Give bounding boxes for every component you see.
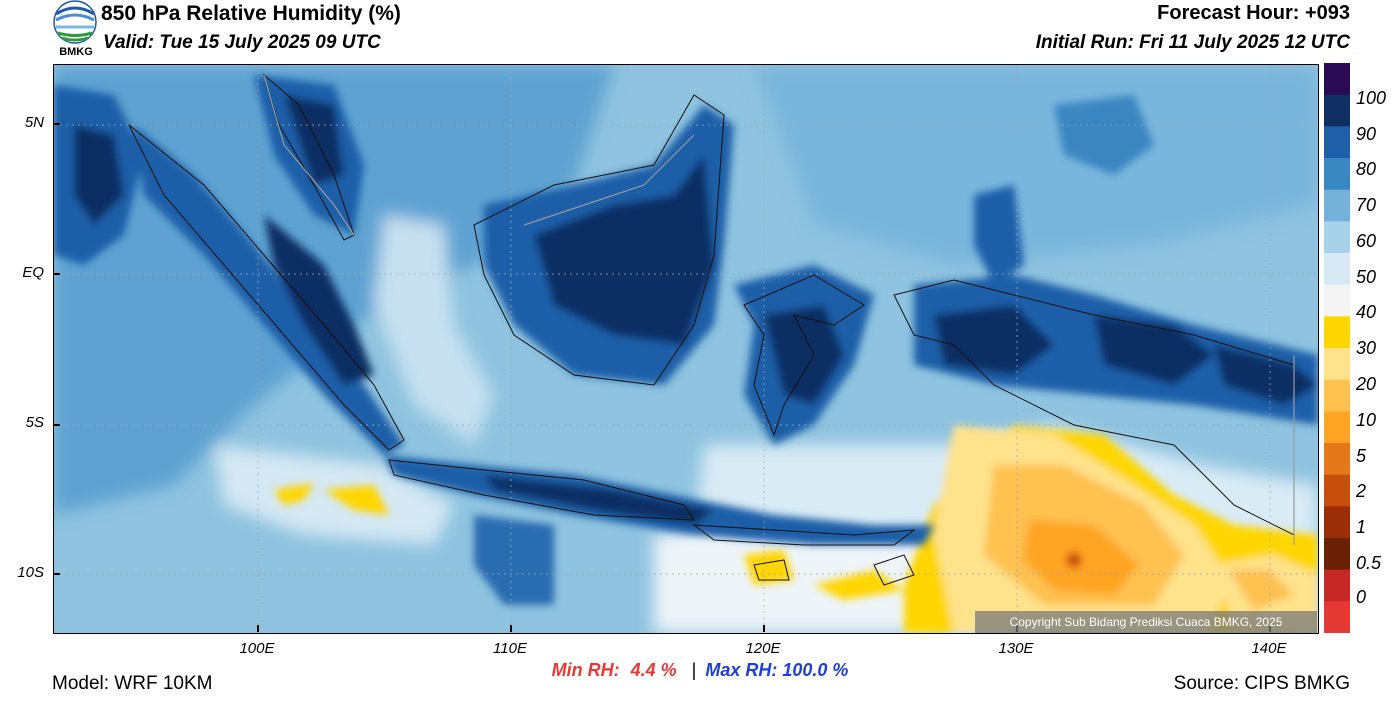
lon-tick-label: 110E bbox=[493, 640, 527, 657]
colorbar-label: 70 bbox=[1356, 195, 1377, 215]
min-rh-value: 4.4 % bbox=[630, 660, 677, 680]
colorbar-label: 0 bbox=[1356, 587, 1367, 607]
colorbar-segment bbox=[1324, 601, 1350, 634]
lat-tick-mark bbox=[53, 573, 60, 575]
colorbar-segment bbox=[1324, 348, 1350, 381]
colorbar-label: 60 bbox=[1356, 231, 1377, 251]
lon-tick-label: 140E bbox=[1251, 640, 1287, 657]
max-rh-label: Max RH: 100.0 % bbox=[705, 660, 849, 680]
map-title: 850 hPa Relative Humidity (%) bbox=[101, 2, 401, 25]
colorbar-label: 30 bbox=[1356, 338, 1377, 358]
colorbar-segment bbox=[1324, 411, 1350, 444]
colorbar-label: 100 bbox=[1356, 88, 1387, 108]
bmkg-logo-icon bbox=[52, 0, 98, 60]
colorbar-segment bbox=[1324, 189, 1350, 222]
colorbar-label: 40 bbox=[1356, 302, 1377, 322]
lat-tick-mark bbox=[53, 424, 60, 426]
lat-tick-label: 10S bbox=[17, 564, 44, 581]
rh-min-max: Min RH: 4.4 % | Max RH: 100.0 % bbox=[0, 660, 1400, 681]
colorbar-segment bbox=[1324, 221, 1350, 254]
colorbar-segment bbox=[1324, 569, 1350, 602]
logo-text: BMKG bbox=[59, 46, 93, 58]
colorbar-segment bbox=[1324, 506, 1350, 539]
lat-tick-label: 5N bbox=[24, 114, 44, 131]
source-label: Source: CIPS BMKG bbox=[1173, 673, 1350, 694]
colorbar-segment bbox=[1324, 284, 1350, 317]
forecast-hour: Forecast Hour: +093 bbox=[1157, 2, 1350, 24]
lon-tick-mark bbox=[510, 625, 512, 632]
colorbar-segment bbox=[1324, 316, 1350, 349]
colorbar-label: 2 bbox=[1356, 481, 1367, 501]
colorbar-segment bbox=[1324, 126, 1350, 159]
lon-tick-mark bbox=[257, 625, 259, 632]
lon-tick-label: 100E bbox=[239, 640, 275, 657]
colorbar-label: 0.5 bbox=[1356, 553, 1382, 573]
initial-run: Initial Run: Fri 11 July 2025 12 UTC bbox=[1035, 32, 1350, 53]
lat-tick-mark bbox=[53, 123, 60, 125]
model-label: Model: WRF 10KM bbox=[52, 673, 213, 694]
colorbar-segment bbox=[1324, 538, 1350, 571]
colorbar-segment bbox=[1324, 63, 1350, 96]
colorbar-segment bbox=[1324, 158, 1350, 191]
colorbar-segment bbox=[1324, 379, 1350, 412]
stats-separator: | bbox=[691, 660, 697, 680]
colorbar-label: 5 bbox=[1356, 446, 1367, 466]
colorbar-label: 10 bbox=[1356, 410, 1377, 430]
lon-tick-label: 120E bbox=[745, 640, 781, 657]
colorbar-segment bbox=[1324, 443, 1350, 476]
colorbar-label: 1 bbox=[1356, 517, 1367, 537]
min-rh-label: Min RH: bbox=[551, 660, 620, 680]
colorbar-label: 90 bbox=[1356, 124, 1377, 144]
copyright-notice: Copyright Sub Bidang Prediksi Cuaca BMKG… bbox=[975, 611, 1317, 633]
lon-tick-mark bbox=[763, 625, 765, 632]
colorbar-segment bbox=[1324, 253, 1350, 286]
lat-tick-label: EQ bbox=[22, 264, 44, 281]
colorbar-segment bbox=[1324, 94, 1350, 127]
humidity-map bbox=[53, 64, 1319, 634]
colorbar-label: 50 bbox=[1356, 267, 1377, 287]
lat-tick-mark bbox=[53, 273, 60, 275]
colorbar-segment bbox=[1324, 474, 1350, 507]
colorbar-label: 80 bbox=[1356, 159, 1377, 179]
colorbar-label: 20 bbox=[1356, 374, 1377, 394]
lon-tick-label: 130E bbox=[998, 640, 1034, 657]
lat-tick-label: 5S bbox=[25, 414, 44, 431]
valid-time: Valid: Tue 15 July 2025 09 UTC bbox=[103, 32, 381, 53]
colorbar bbox=[1324, 63, 1350, 634]
